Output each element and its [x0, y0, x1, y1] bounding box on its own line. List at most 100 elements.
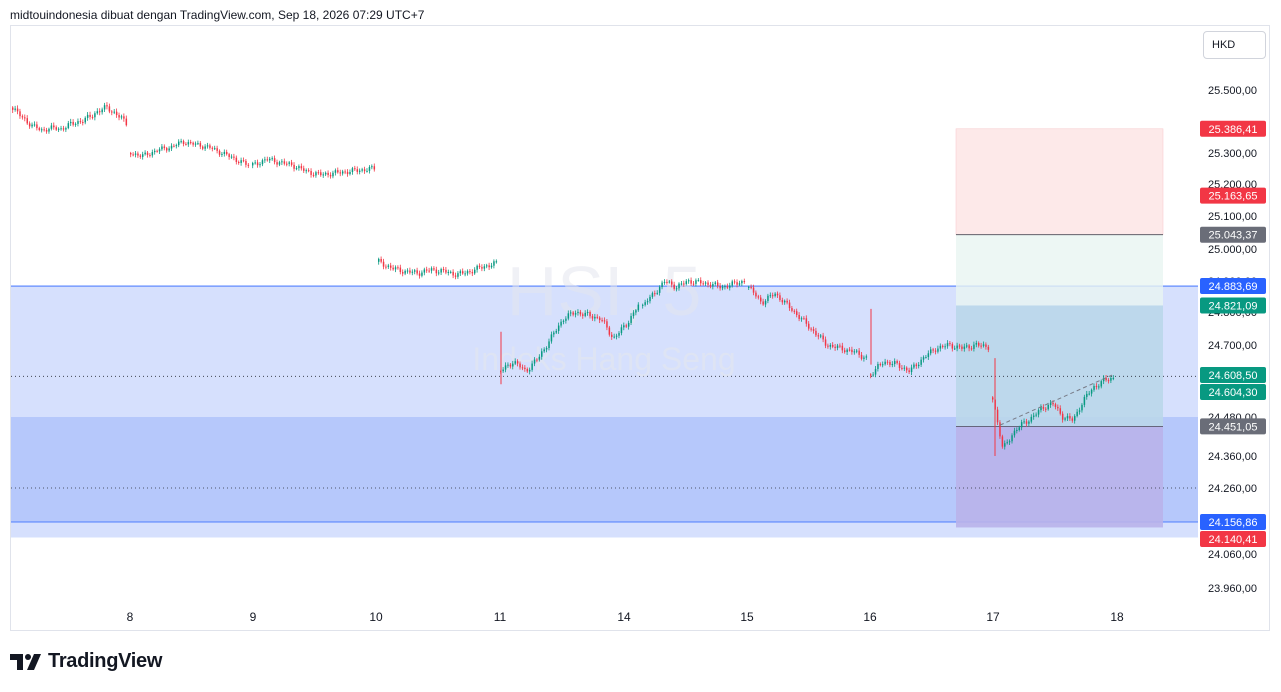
candle-body — [695, 280, 697, 284]
candle-body — [769, 295, 772, 297]
candle-body — [173, 145, 175, 147]
candle-body — [1037, 410, 1040, 415]
candle-body — [406, 270, 409, 272]
candle-body — [798, 314, 800, 319]
price-label-badge — [1200, 120, 1266, 137]
candle-body — [334, 170, 337, 173]
candle-body — [1047, 404, 1049, 410]
candle-body — [303, 168, 305, 171]
candle-body — [973, 344, 975, 349]
candle-body — [452, 271, 454, 276]
candle-body — [1081, 404, 1083, 411]
candle-body — [21, 116, 24, 118]
candle-body — [156, 150, 158, 152]
candle-body — [36, 124, 38, 129]
candle-body — [218, 150, 221, 155]
price-label: 25.043,37 — [1209, 230, 1258, 242]
candle-body — [930, 349, 932, 354]
candle-body — [373, 166, 376, 170]
candle-body — [882, 364, 884, 366]
x-tick-label: 11 — [494, 610, 507, 624]
candle-body — [889, 362, 891, 365]
candle-body — [555, 330, 558, 333]
candle-body — [822, 335, 824, 340]
candle-body — [834, 346, 836, 349]
candle-body — [459, 271, 462, 274]
candle-body — [62, 128, 65, 130]
candle-body — [242, 160, 245, 162]
candle-body — [611, 334, 613, 337]
candle-body — [1102, 377, 1105, 382]
candle-body — [214, 148, 216, 150]
candle-body — [1078, 410, 1081, 412]
candle-body — [118, 115, 120, 118]
candle-body — [266, 159, 269, 161]
candle-body — [1066, 416, 1069, 419]
candle-body — [414, 270, 416, 272]
candle-body — [632, 312, 635, 317]
candle-body — [50, 125, 53, 129]
price-label-badge — [1200, 278, 1266, 295]
candle-body — [1016, 429, 1018, 431]
candle-body — [591, 316, 594, 319]
candle-body — [349, 171, 351, 175]
candle-body — [1112, 377, 1115, 379]
candle-body — [363, 169, 366, 172]
tradingview-logo[interactable]: TradingView — [10, 650, 162, 673]
candle-body — [89, 114, 91, 117]
candle-body — [598, 317, 601, 321]
candle-body — [60, 128, 62, 130]
candle-body — [651, 293, 654, 297]
currency-button[interactable]: HKD — [1203, 31, 1266, 59]
candle-body — [474, 269, 476, 274]
candle-body — [182, 141, 185, 144]
candle-body — [488, 265, 490, 268]
candle-body — [937, 348, 939, 352]
candle-body — [421, 272, 423, 276]
candle-body — [603, 320, 606, 322]
candle-body — [817, 335, 820, 337]
candle-body — [683, 283, 685, 285]
candle-body — [810, 328, 812, 330]
candle-body — [252, 163, 254, 166]
candle-body — [678, 283, 680, 289]
candle-body — [77, 121, 79, 124]
candle-body — [38, 128, 41, 130]
candle-body — [627, 322, 630, 327]
candle-body — [1088, 393, 1090, 395]
candle-body — [139, 155, 142, 157]
candle-body — [666, 281, 668, 283]
candle-body — [1025, 421, 1028, 424]
candle-body — [230, 156, 233, 158]
candle-body — [891, 364, 894, 366]
candle-body — [584, 312, 586, 316]
candle-body — [418, 273, 421, 276]
candle-body — [385, 266, 387, 268]
candle-body — [327, 172, 329, 175]
candle-body — [1042, 407, 1045, 409]
candle-body — [442, 269, 445, 271]
candle-body — [815, 330, 817, 336]
candle-body — [146, 152, 149, 155]
watermark-name: Indeks Hang Seng — [472, 341, 735, 377]
candle-body — [430, 268, 433, 271]
candle-body — [271, 158, 273, 160]
candle-body — [96, 111, 99, 114]
candle-body — [951, 344, 954, 349]
candle-body — [399, 267, 402, 273]
price-label-badge — [1200, 297, 1266, 314]
candle-body — [404, 270, 406, 274]
candle-body — [295, 168, 298, 170]
candle-body — [137, 153, 139, 156]
candle-body — [550, 334, 553, 342]
candle-body — [312, 174, 315, 176]
candle-body — [1069, 416, 1071, 419]
candle-body — [992, 397, 994, 400]
candle-body — [329, 174, 332, 177]
candle-body — [898, 363, 901, 368]
candle-body — [223, 151, 226, 154]
candle-body — [637, 304, 640, 311]
candle-body — [788, 302, 791, 309]
candle-body — [1035, 414, 1037, 416]
